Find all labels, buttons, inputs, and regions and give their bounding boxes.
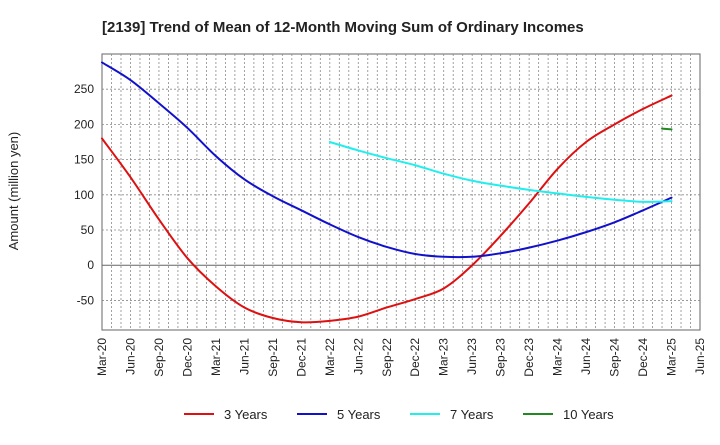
x-tick-label: Jun-23 bbox=[465, 338, 479, 375]
x-tick-label: Mar-23 bbox=[437, 338, 451, 376]
legend-label-5-years: 5 Years bbox=[337, 407, 381, 422]
x-tick-label: Dec-20 bbox=[180, 338, 194, 377]
legend-label-3-years: 3 Years bbox=[224, 407, 268, 422]
series-line-5-years bbox=[101, 61, 673, 259]
y-tick-label: 50 bbox=[81, 223, 95, 237]
x-tick-label: Mar-22 bbox=[323, 338, 337, 376]
x-tick-label: Jun-21 bbox=[237, 338, 251, 375]
x-tick-label: Sep-20 bbox=[152, 338, 166, 377]
x-tick-label: Jun-22 bbox=[351, 338, 365, 375]
y-axis-title: Amount (million yen) bbox=[6, 132, 21, 251]
y-tick-label: -50 bbox=[77, 293, 95, 307]
y-tick-label: 100 bbox=[74, 188, 94, 202]
x-tick-label: Jun-20 bbox=[123, 338, 137, 375]
y-tick-label: 150 bbox=[74, 153, 94, 167]
x-tick-label: Jun-25 bbox=[693, 338, 707, 375]
x-tick-label: Sep-23 bbox=[494, 338, 508, 377]
x-tick-label: Mar-21 bbox=[209, 338, 223, 376]
x-tick-label: Jun-24 bbox=[579, 338, 593, 375]
x-tick-label: Dec-24 bbox=[636, 338, 650, 377]
y-tick-label: 250 bbox=[74, 82, 94, 96]
x-tick-label: Sep-22 bbox=[380, 338, 394, 377]
x-tick-label: Mar-24 bbox=[551, 338, 565, 376]
y-tick-label: 200 bbox=[74, 117, 94, 131]
legend-label-10-years: 10 Years bbox=[563, 407, 614, 422]
x-tick-label: Sep-24 bbox=[608, 338, 622, 377]
y-tick-label: 0 bbox=[87, 258, 94, 272]
legend-label-7-years: 7 Years bbox=[450, 407, 494, 422]
x-tick-label: Mar-20 bbox=[95, 338, 109, 376]
x-tick-label: Dec-22 bbox=[408, 338, 422, 377]
series-line-10-years bbox=[661, 127, 673, 131]
series-line-3-years bbox=[101, 94, 673, 324]
x-tick-label: Dec-21 bbox=[294, 338, 308, 377]
x-tick-label: Sep-21 bbox=[266, 338, 280, 377]
x-tick-label: Mar-25 bbox=[665, 338, 679, 376]
chart-title: [2139] Trend of Mean of 12-Month Moving … bbox=[102, 19, 584, 36]
x-tick-label: Dec-23 bbox=[522, 338, 536, 377]
series-line-7-years bbox=[328, 141, 673, 203]
plot-frame bbox=[101, 53, 701, 331]
